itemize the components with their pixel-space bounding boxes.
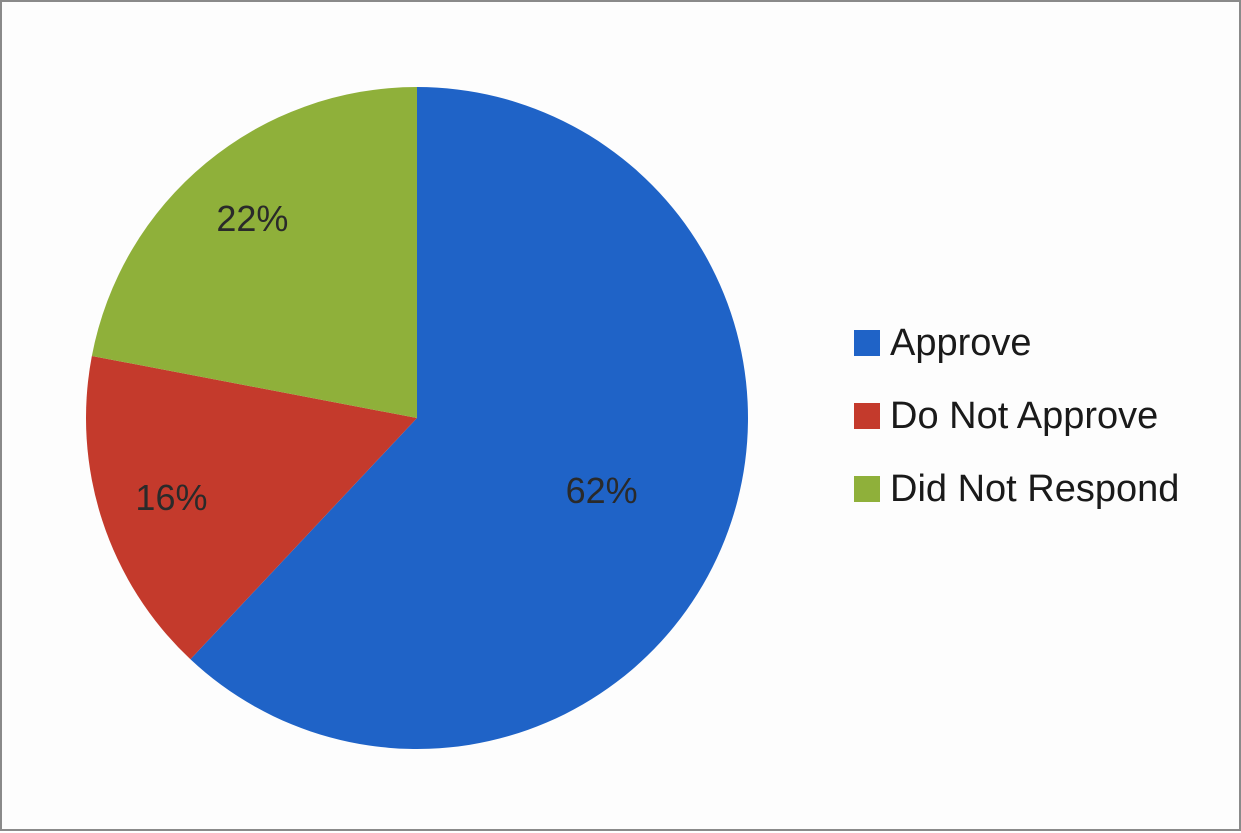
legend-label-did-not-respond: Did Not Respond xyxy=(890,467,1180,510)
data-label-do-not-approve: 16% xyxy=(135,477,207,518)
legend-label-approve: Approve xyxy=(890,321,1032,364)
legend-swatch-approve xyxy=(854,330,880,356)
legend-swatch-did-not-respond xyxy=(854,476,880,502)
chart-legend: Approve Do Not Approve Did Not Respond xyxy=(854,320,1179,539)
pie-slice-approve xyxy=(190,87,748,750)
legend-item-did-not-respond: Did Not Respond xyxy=(854,466,1179,512)
pie-slice-did-not-respond xyxy=(91,87,418,418)
legend-item-approve: Approve xyxy=(854,320,1179,366)
data-label-approve: 62% xyxy=(566,470,638,511)
legend-label-do-not-approve: Do Not Approve xyxy=(890,394,1159,437)
data-label-did-not-respond: 22% xyxy=(216,198,288,239)
legend-item-do-not-approve: Do Not Approve xyxy=(854,393,1179,439)
legend-swatch-do-not-approve xyxy=(854,403,880,429)
pie-slice-do-not-approve xyxy=(86,355,417,660)
